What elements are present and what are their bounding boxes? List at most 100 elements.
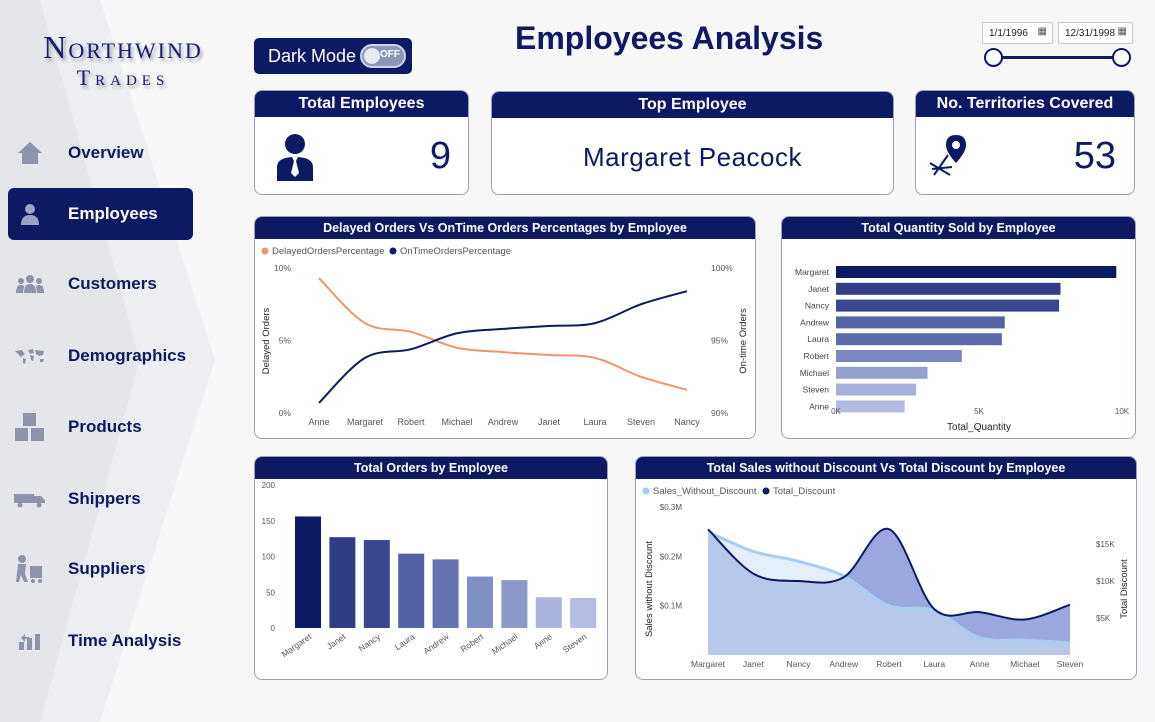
x-tick-label: Laura	[923, 659, 945, 669]
bar	[836, 266, 1117, 278]
bar	[836, 282, 1061, 295]
sidebar-chevron-background	[0, 0, 215, 722]
y-tick-label: Janet	[808, 284, 829, 294]
x-tick-label: Anne	[970, 659, 990, 669]
x-tick-label: Janet	[743, 659, 764, 669]
kpi-title: No. Territories Covered	[916, 91, 1134, 117]
slider-handle-end[interactable]	[1112, 48, 1131, 67]
nav-label: Suppliers	[68, 559, 146, 578]
y-tick-label: $0.3M	[660, 503, 683, 512]
bar-chart: 0 50 100 150 200 Margaret Janet Nancy Laura Andre…	[262, 481, 597, 659]
bar	[535, 597, 562, 628]
chart-title: Total Quantity Sold by Employee	[782, 217, 1135, 239]
date-start-input[interactable]: 1/1/1996 ▦	[982, 22, 1053, 44]
x-tick-label: Andrew	[488, 417, 519, 427]
x-tick-label: Margaret	[347, 417, 384, 427]
bar	[570, 597, 597, 628]
x-tick-label: Janet	[325, 631, 348, 651]
chart-title: Delayed Orders Vs OnTime Orders Percenta…	[255, 217, 755, 239]
date-range-slider[interactable]	[993, 56, 1122, 59]
x-tick-label: Janet	[538, 417, 561, 427]
y2-axis-label: Total Discount	[1119, 559, 1130, 619]
supplier-icon	[8, 554, 52, 584]
x-tick-label: Michael	[441, 417, 472, 427]
y-tick-label: Robert	[803, 351, 829, 361]
bar	[836, 299, 1060, 312]
northwind-logo: Northwind Trades	[43, 29, 203, 90]
kpi-territories: No. Territories Covered 53	[915, 90, 1135, 195]
bar	[501, 580, 528, 628]
bar	[398, 553, 425, 628]
nav-overview[interactable]: Overview	[8, 127, 193, 179]
nav-label: Shippers	[68, 489, 141, 508]
y-axis-label: Delayed Orders	[261, 307, 272, 374]
boxes-icon	[8, 411, 52, 443]
y-tick-label: 100	[262, 553, 276, 562]
x-tick-label: Laura	[393, 631, 417, 652]
kpi-title: Top Employee	[492, 92, 893, 118]
y-axis-label: Sales without Discount	[644, 541, 655, 637]
calendar-icon[interactable]: ▦	[1117, 26, 1127, 37]
person-icon	[8, 201, 52, 227]
nav-label: Customers	[68, 274, 157, 293]
x-tick-label: 5K	[974, 407, 984, 416]
toggle-switch[interactable]: OFF	[360, 44, 406, 68]
legend-marker	[389, 247, 397, 255]
x-tick-label: Robert	[876, 659, 902, 669]
calendar-icon[interactable]: ▦	[1037, 26, 1047, 37]
nav-label: Products	[68, 417, 142, 436]
y-tick-label: Laura	[807, 334, 829, 344]
bar	[329, 537, 356, 628]
toggle-state: OFF	[380, 49, 400, 60]
x-tick-label: Steven	[561, 631, 589, 655]
nav-label: Employees	[68, 204, 158, 223]
date-end-input[interactable]: 12/31/1998 ▦	[1058, 22, 1133, 44]
nav-demographics[interactable]: Demographics	[8, 330, 193, 382]
chart-orders-by-employee: Total Orders by Employee 0 50 100 150 200 Mar…	[254, 456, 608, 680]
y-tick-label: $0.1M	[660, 602, 683, 611]
y-tick-label: Michael	[800, 368, 829, 378]
nav-shippers[interactable]: Shippers	[8, 473, 193, 525]
date-end-value: 12/31/1998	[1065, 27, 1116, 39]
kpi-value: 53	[1073, 135, 1116, 177]
nav-products[interactable]: Products	[8, 401, 193, 453]
x-tick-label: 0K	[831, 407, 841, 416]
x-tick-label: Steven	[627, 417, 655, 427]
y-tick-label: Nancy	[805, 301, 830, 311]
line-chart: DelayedOrdersPercentage OnTimeOrdersPerce…	[261, 246, 749, 427]
map-pin-icon	[928, 133, 970, 182]
kpi-total-employees: Total Employees 9	[254, 90, 469, 195]
x-tick-label: Nancy	[674, 417, 700, 427]
y2-axis-label: On-time Orders	[738, 308, 749, 374]
sidebar: Northwind Trades Overview Employees Cust…	[0, 0, 240, 722]
nav-customers[interactable]: Customers	[8, 258, 193, 310]
y2-tick-label: $15K	[1096, 540, 1115, 549]
legend-label: Sales_Without_Discount	[653, 486, 757, 497]
y-tick-label: Andrew	[800, 317, 830, 327]
series-line	[707, 530, 1071, 645]
chart-sales-vs-discount: Total Sales without Discount Vs Total Di…	[635, 456, 1137, 680]
x-tick-label: Andrew	[421, 631, 451, 656]
x-tick-label: Michael	[490, 631, 520, 656]
chart-title: Total Orders by Employee	[255, 457, 607, 479]
nav-employees[interactable]: Employees	[8, 188, 193, 240]
dark-mode-toggle[interactable]: Dark Mode OFF	[254, 38, 412, 74]
series-line	[318, 290, 688, 404]
legend-label: Total_Discount	[773, 486, 836, 497]
legend-label: OnTimeOrdersPercentage	[400, 246, 511, 257]
nav-label: Overview	[68, 143, 144, 162]
bar	[836, 366, 928, 379]
y2-tick-label: 100%	[711, 263, 733, 273]
y-tick-label: 200	[262, 481, 276, 490]
bar	[836, 383, 917, 396]
nav-suppliers[interactable]: Suppliers	[8, 543, 193, 595]
hbar-chart: Margaret Janet Nancy Andrew Laura Robert Micha…	[795, 266, 1130, 433]
bar	[363, 540, 390, 628]
nav-time-analysis[interactable]: Time Analysis	[8, 615, 193, 667]
x-tick-label: Anne	[308, 417, 329, 427]
slider-handle-start[interactable]	[984, 48, 1003, 67]
kpi-title: Total Employees	[255, 91, 468, 117]
area-chart: Sales_Without_Discount Total_Discount $0.1…	[642, 486, 1130, 669]
bar	[432, 559, 459, 628]
kpi-top-employee: Top Employee Margaret Peacock	[491, 91, 894, 195]
